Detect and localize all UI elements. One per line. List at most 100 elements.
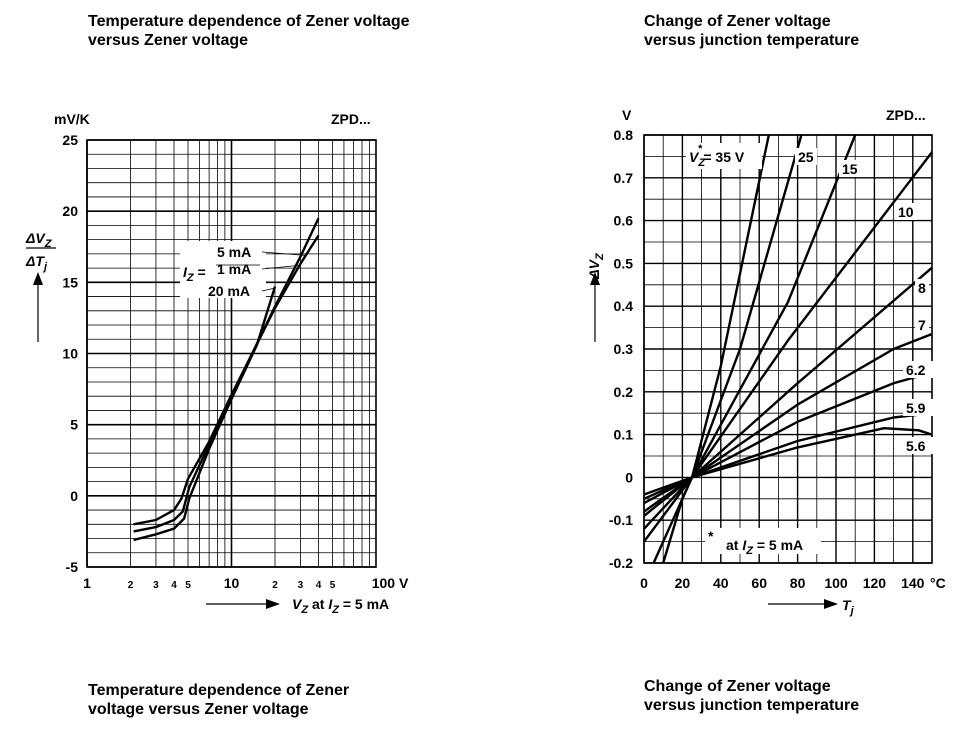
series-line (643, 134, 857, 543)
x-tick-label: 100 (824, 575, 848, 591)
series-label: 7 (918, 317, 926, 333)
x-tick-label: 4 (171, 580, 177, 591)
x-tick-label: 3 (298, 580, 304, 591)
series-line (643, 412, 933, 500)
series-label-bg (915, 316, 929, 333)
series-line (133, 234, 320, 526)
series-line (643, 151, 933, 530)
x-tick-label: 20 (675, 575, 691, 591)
x-tick-label: 120 (863, 575, 887, 591)
legend-item-label: 5 mA (217, 244, 251, 260)
series-label-bg (839, 160, 861, 177)
x-tick-label: 60 (751, 575, 767, 591)
y-tick-label: 5 (70, 417, 78, 433)
series-label-bg (903, 361, 933, 378)
x-tick-label: 1 (83, 575, 91, 591)
legend-box (180, 241, 266, 298)
series-line (643, 332, 933, 513)
y-tick-label: 0.8 (614, 127, 634, 143)
vz-label: VZ*= 35 V (689, 143, 745, 169)
legend-item-label: 20 mA (208, 283, 250, 299)
vz-label-bg (686, 143, 762, 169)
legend-leader-line (261, 264, 301, 270)
y-tick-label: -0.2 (609, 555, 633, 571)
legend-leader-line (261, 251, 305, 256)
x-tick-label: 100 V (372, 575, 409, 591)
y-tick-label: 10 (62, 346, 78, 362)
x-tick-label: 0 (640, 575, 648, 591)
series-label-bg (895, 203, 917, 220)
series-label: 8 (918, 280, 926, 296)
x-tick-label: 3 (153, 580, 159, 591)
x-tick-label: 140 (901, 575, 925, 591)
y-axis-arrow-head (590, 272, 600, 285)
y-tick-label: 0.7 (614, 170, 634, 186)
y-axis-arrow-head (33, 272, 43, 285)
y-tick-label: -5 (66, 559, 79, 575)
x-unit-label: °C (930, 575, 946, 591)
y-tick-label: 0.3 (614, 341, 634, 357)
x-tick-label: 10 (224, 575, 240, 591)
y-unit-label: V (622, 107, 632, 123)
x-tick-label: 80 (790, 575, 806, 591)
x-tick-label: 5 (185, 580, 191, 591)
left-top-caption: Temperature dependence of Zener voltage … (88, 13, 410, 49)
series-line (643, 427, 933, 496)
series-label: 5.9 (906, 400, 926, 416)
legend-leader-line (261, 287, 276, 292)
series-label: 10 (898, 204, 914, 220)
y-tick-label: 0.6 (614, 213, 634, 229)
x-tick-label: 5 (330, 580, 336, 591)
series-label: 15 (842, 161, 858, 177)
corner-label: ZPD... (331, 111, 371, 127)
y-tick-label: 0 (70, 488, 78, 504)
right-bottom-caption: Change of Zener voltage versus junction … (644, 678, 860, 714)
x-axis-arrow-head (266, 599, 280, 609)
left-bottom-caption: Temperature dependence of Zener voltage … (88, 682, 350, 718)
x-axis-arrow-head (824, 599, 838, 609)
series-label-bg (903, 437, 933, 454)
y-tick-label: 0.4 (614, 298, 634, 314)
y-tick-label: 20 (62, 203, 78, 219)
y-tick-label: 25 (62, 132, 78, 148)
footnote-text: at IZ = 5 mA (726, 537, 803, 557)
series-label-bg (795, 148, 817, 165)
series-line (133, 217, 320, 533)
plot-frame (643, 134, 933, 564)
series-line (652, 134, 803, 564)
x-tick-label: 2 (272, 580, 278, 591)
series-label: 25 (798, 149, 814, 165)
y-tick-label: 0.2 (614, 384, 634, 400)
series-label: 6.2 (906, 362, 926, 378)
footnote-star: * (708, 528, 714, 544)
x-tick-label: 2 (128, 580, 134, 591)
footnote-bg (705, 528, 821, 554)
x-tick-label: 40 (713, 575, 729, 591)
y-tick-label: 15 (62, 274, 78, 290)
series-line (643, 266, 933, 517)
x-tick-label: 4 (316, 580, 322, 591)
y-axis-label-numerator: ΔVZ (25, 230, 53, 250)
y-axis-label: ΔVZ (586, 252, 606, 280)
series-line (643, 371, 933, 505)
right-top-caption: Change of Zener voltage versus junction … (644, 13, 860, 49)
x-axis-label: VZ at IZ = 5 mA (292, 596, 389, 616)
corner-label: ZPD... (886, 107, 926, 123)
series-label: 5.6 (906, 438, 926, 454)
right-chart: 0.8 0.7 0.6 0.5 0.4 0.3 0.2 0.1 0 -0.1 -0.2 0 20 40 60… (586, 107, 946, 617)
series-label-bg (915, 279, 929, 296)
y-tick-label: 0 (625, 469, 633, 485)
legend-prefix: IZ = (183, 264, 206, 284)
plot-frame (86, 139, 377, 568)
series-label-bg (903, 399, 933, 416)
legend-item-label: 1 mA (217, 261, 251, 277)
y-tick-label: 0.5 (614, 255, 634, 271)
y-tick-label: -0.1 (609, 512, 633, 528)
series-line (133, 286, 277, 542)
x-axis-label: Tj (842, 597, 855, 617)
y-tick-label: 0.1 (614, 427, 634, 443)
y-unit-label: mV/K (54, 111, 90, 127)
y-axis-label-denominator: ΔTj (25, 253, 48, 273)
